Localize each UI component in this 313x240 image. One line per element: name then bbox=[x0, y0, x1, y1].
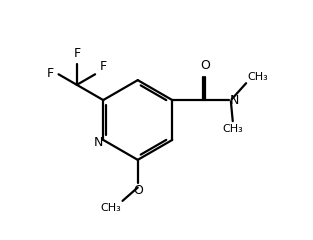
Text: N: N bbox=[93, 136, 103, 149]
Text: O: O bbox=[133, 185, 143, 198]
Text: F: F bbox=[73, 47, 80, 60]
Text: CH₃: CH₃ bbox=[222, 124, 243, 133]
Text: CH₃: CH₃ bbox=[100, 203, 121, 213]
Text: F: F bbox=[99, 60, 106, 73]
Text: O: O bbox=[200, 60, 210, 72]
Text: CH₃: CH₃ bbox=[247, 72, 268, 83]
Text: F: F bbox=[47, 67, 54, 80]
Text: N: N bbox=[230, 94, 239, 107]
